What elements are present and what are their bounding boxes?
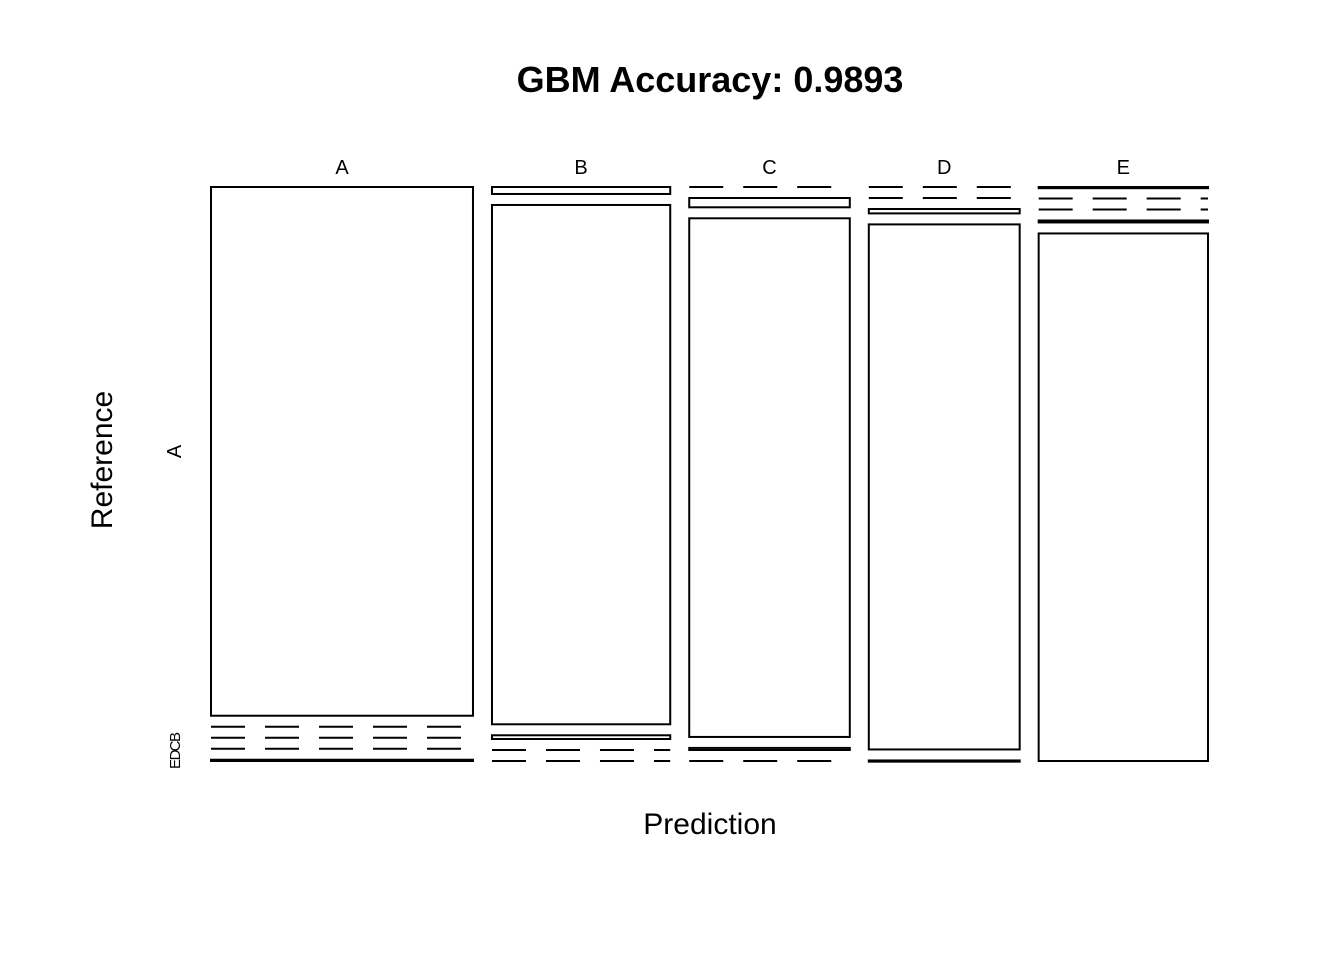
y-tick-label-E: E	[167, 759, 184, 769]
tile-pred-D-ref-C	[867, 208, 1021, 215]
tile-pred-E-ref-D	[1037, 219, 1210, 224]
y-tick-label-A: A	[164, 444, 186, 458]
y-tick-label-C: C	[167, 740, 184, 751]
tile-pred-B-ref-B	[490, 203, 672, 726]
x-axis-title: Prediction	[643, 808, 776, 841]
y-tick-label-B: B	[167, 732, 184, 742]
x-tick-label-A: A	[335, 157, 349, 179]
tile-pred-A-ref-A	[210, 186, 474, 717]
x-tick-labels: A B C D E	[335, 157, 1130, 179]
tile-pred-D-ref-D	[867, 223, 1021, 751]
tile-pred-C-ref-B	[688, 197, 851, 209]
tile-pred-D-ref-E	[867, 759, 1021, 763]
mosaic-tiles	[210, 186, 1210, 763]
x-tick-label-E: E	[1117, 157, 1130, 179]
y-axis-title: Reference	[86, 391, 119, 529]
y-tick-label-D: D	[167, 749, 184, 760]
x-tick-label-C: C	[762, 157, 776, 179]
tile-pred-E-ref-A	[1037, 186, 1210, 190]
x-tick-label-D: D	[937, 157, 951, 179]
tile-pred-B-ref-A	[490, 186, 672, 195]
tile-pred-C-ref-D	[688, 746, 851, 751]
tile-pred-E-ref-E	[1037, 232, 1210, 762]
chart-title: GBM Accuracy: 0.9893	[517, 59, 904, 100]
tile-pred-A-ref-E	[210, 758, 474, 762]
tile-pred-C-ref-C	[688, 217, 851, 738]
x-tick-label-B: B	[574, 157, 587, 179]
tile-pred-B-ref-C	[490, 734, 672, 741]
